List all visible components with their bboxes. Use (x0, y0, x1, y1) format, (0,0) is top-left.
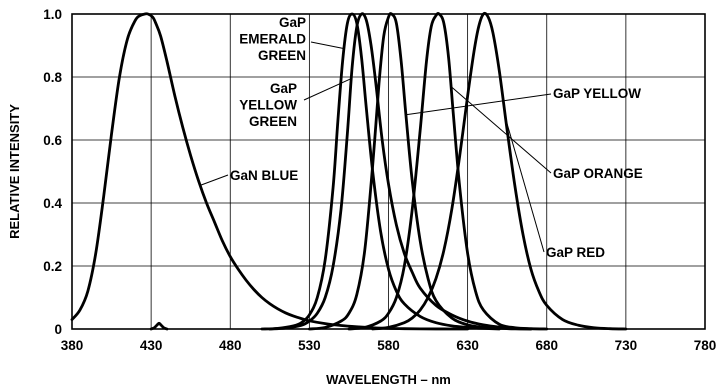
series-label-gap-emerald-green: GaP (279, 15, 306, 30)
y-tick-label: 0.4 (43, 196, 62, 211)
x-tick-label: 530 (298, 338, 321, 353)
series-label-gan-blue: GaN BLUE (230, 168, 298, 183)
x-tick-label: 780 (694, 338, 717, 353)
series-line-gap-emerald-green (260, 12, 501, 331)
y-tick-label: 1.0 (43, 7, 62, 22)
y-tick-label: 0.8 (43, 70, 62, 85)
y-axis-title: RELATIVE INTENSITY (7, 104, 22, 239)
x-tick-label: 580 (377, 338, 400, 353)
series-label-gap-yellow: GaP YELLOW (553, 86, 641, 101)
leader-line-gap-emerald-green (310, 41, 345, 50)
series-label-gap-emerald-green: GREEN (258, 48, 306, 63)
x-tick-label: 730 (615, 338, 638, 353)
x-tick-label: 680 (535, 338, 558, 353)
series-label-gap-red: GaP RED (546, 245, 605, 260)
leader-line-gap-red (505, 118, 545, 253)
x-tick-label: 480 (219, 338, 242, 353)
y-tick-label: 0.6 (43, 133, 62, 148)
leader-line-gap-yellow (405, 93, 552, 116)
x-axis-title: WAVELENGTH – nm (326, 372, 451, 387)
series-line-gap-yellow-green (268, 12, 533, 331)
x-tick-label: 430 (140, 338, 163, 353)
series-line-minor-peak (149, 321, 169, 331)
leader-line-gap-orange (450, 86, 552, 174)
series-line-gan-blue (70, 12, 470, 331)
series-line-gap-yellow (307, 12, 533, 331)
series-label-gap-emerald-green: EMERALD (239, 32, 306, 47)
x-axis-ticks: 380 430 480 530 580 630 680 730 780 (61, 338, 717, 353)
series-label-gap-yellow-green: GREEN (249, 114, 297, 129)
y-axis-ticks: 0 0.2 0.4 0.6 0.8 1.0 (43, 7, 62, 337)
chart-series (70, 11, 628, 331)
x-tick-label: 630 (456, 338, 479, 353)
x-tick-label: 380 (61, 338, 84, 353)
series-line-gap-orange (347, 11, 549, 331)
series-label-gap-yellow-green: GaP (270, 81, 297, 96)
y-tick-label: 0 (54, 322, 62, 337)
series-label-gap-yellow-green: YELLOW (239, 98, 297, 113)
leader-line-gan-blue (200, 174, 229, 186)
series-label-gap-orange: GaP ORANGE (553, 166, 643, 181)
y-tick-label: 0.2 (43, 259, 62, 274)
leader-line-gap-yellow-green (303, 78, 352, 101)
plot-frame (71, 13, 706, 330)
